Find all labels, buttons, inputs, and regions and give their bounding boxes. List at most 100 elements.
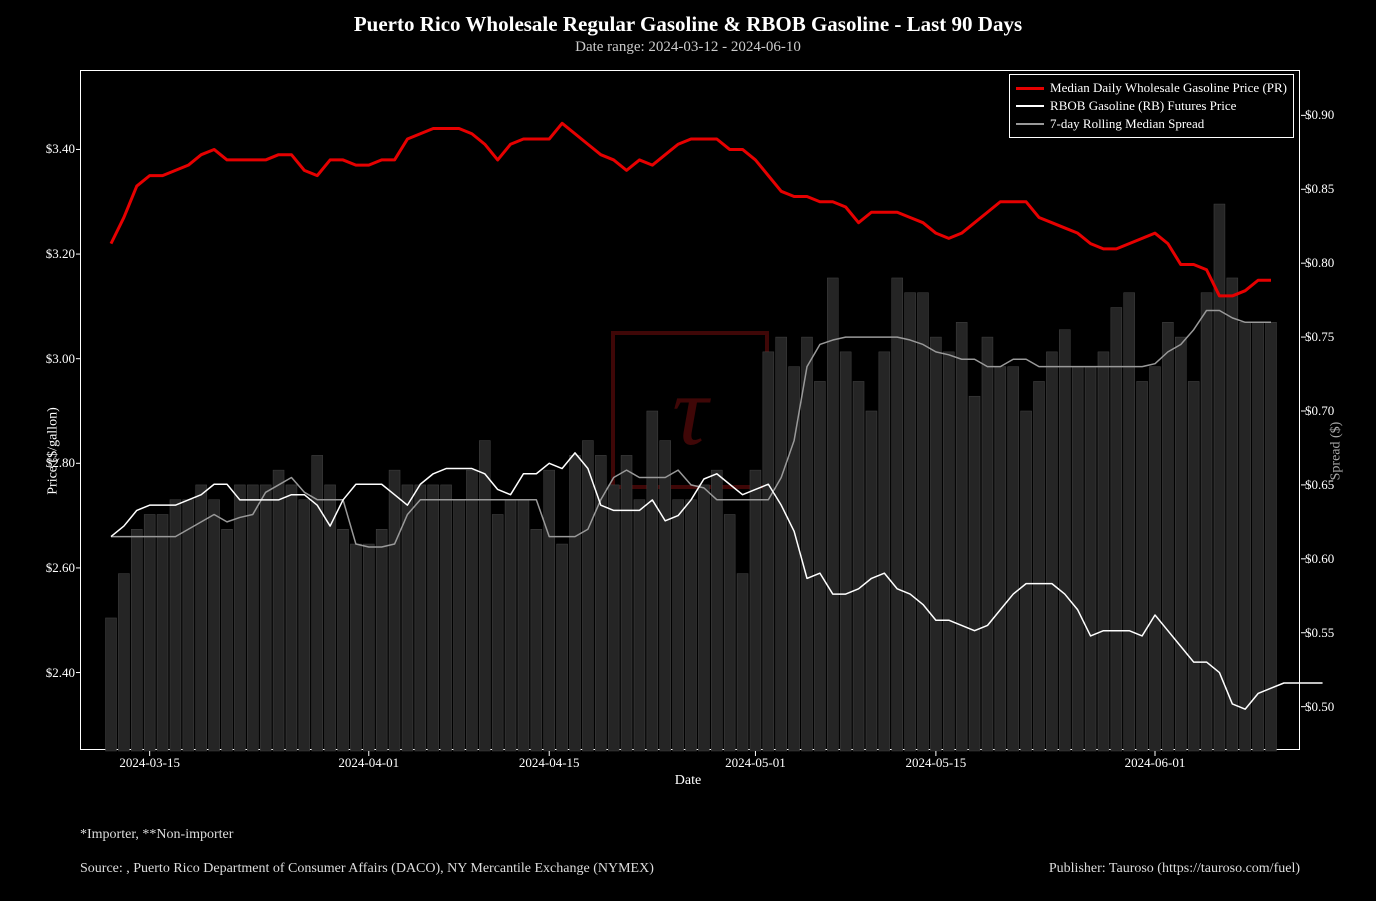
spread-bar	[905, 293, 916, 751]
spread-bar	[338, 529, 349, 751]
chart-title: Puerto Rico Wholesale Regular Gasoline &…	[0, 0, 1376, 37]
spread-bar	[673, 500, 684, 751]
legend-item: Median Daily Wholesale Gasoline Price (P…	[1016, 79, 1287, 97]
spread-bar	[698, 485, 709, 751]
spread-bar	[892, 278, 903, 751]
legend-swatch	[1016, 87, 1044, 90]
y-right-tick-label: $0.60	[1299, 551, 1334, 567]
spread-bar	[531, 529, 542, 751]
spread-bar	[1175, 337, 1186, 751]
spread-bar	[1162, 322, 1173, 751]
spread-bar	[441, 485, 452, 751]
spread-bar	[466, 470, 477, 751]
spread-bar	[389, 470, 400, 751]
spread-bar	[1021, 411, 1032, 751]
spread-bar	[273, 470, 284, 751]
spread-bar	[209, 500, 220, 751]
y-left-tick-label: $3.20	[46, 246, 81, 262]
spread-bar	[621, 455, 632, 751]
spread-bar	[1085, 367, 1096, 751]
y-left-tick-label: $2.60	[46, 560, 81, 576]
spread-bar	[1188, 381, 1199, 751]
spread-bar	[1240, 322, 1251, 751]
chart-subtitle: Date range: 2024-03-12 - 2024-06-10	[0, 39, 1376, 56]
spread-bar	[1034, 381, 1045, 751]
spread-bar	[1111, 308, 1122, 751]
spread-bar	[286, 485, 297, 751]
spread-bar	[827, 278, 838, 751]
spread-bar	[995, 367, 1006, 751]
spread-bar	[789, 367, 800, 751]
x-tick-label: 2024-04-15	[519, 749, 580, 771]
spread-bar	[1008, 367, 1019, 751]
spread-bar	[608, 485, 619, 751]
spread-bar	[582, 441, 593, 751]
spread-bar	[350, 544, 361, 751]
spread-bar	[853, 381, 864, 751]
spread-bar	[415, 485, 426, 751]
spread-bar	[544, 470, 555, 751]
y-right-tick-label: $0.50	[1299, 699, 1334, 715]
spread-bar	[918, 293, 929, 751]
spread-bar	[840, 352, 851, 751]
x-tick-label: 2024-05-15	[906, 749, 967, 771]
spread-bar	[518, 500, 529, 751]
chart-line	[111, 123, 1271, 296]
legend-label: Median Daily Wholesale Gasoline Price (P…	[1050, 80, 1287, 96]
footer-note: *Importer, **Non-importer	[80, 827, 233, 843]
legend-swatch	[1016, 123, 1044, 125]
spread-bar	[557, 544, 568, 751]
spread-bar	[479, 441, 490, 751]
chart-container: Puerto Rico Wholesale Regular Gasoline &…	[0, 0, 1376, 901]
x-tick-label: 2024-03-15	[119, 749, 180, 771]
spread-bar	[247, 485, 258, 751]
spread-bar	[570, 455, 581, 751]
spread-bar	[428, 485, 439, 751]
spread-bar	[1150, 367, 1161, 751]
plot-area: τ $2.40$2.60$2.80$3.00$3.20$3.40 $0.50$0…	[80, 70, 1300, 750]
spread-bar	[505, 500, 516, 751]
spread-bar	[183, 500, 194, 751]
spread-bar	[1253, 322, 1264, 751]
spread-bar	[737, 574, 748, 751]
spread-bar	[724, 514, 735, 751]
spread-bar	[711, 470, 722, 751]
plot-svg	[81, 71, 1299, 749]
spread-bar	[969, 396, 980, 751]
spread-bar	[1137, 381, 1148, 751]
spread-bar	[1059, 330, 1070, 751]
legend-swatch	[1016, 105, 1044, 107]
x-axis-label: Date	[675, 773, 701, 789]
y-left-tick-label: $3.00	[46, 351, 81, 367]
spread-bar	[943, 352, 954, 751]
legend-label: RBOB Gasoline (RB) Futures Price	[1050, 98, 1236, 114]
footer-source: Source: , Puerto Rico Department of Cons…	[80, 861, 654, 877]
spread-bar	[376, 529, 387, 751]
spread-bar	[814, 381, 825, 751]
footer-publisher: Publisher: Tauroso (https://tauroso.com/…	[1049, 861, 1300, 877]
spread-bar	[492, 514, 503, 751]
legend-label: 7-day Rolling Median Spread	[1050, 116, 1204, 132]
y-right-tick-label: $0.65	[1299, 477, 1334, 493]
spread-bar	[144, 514, 155, 751]
x-tick-label: 2024-06-01	[1125, 749, 1186, 771]
y-left-tick-label: $3.40	[46, 141, 81, 157]
spread-bar	[763, 352, 774, 751]
legend: Median Daily Wholesale Gasoline Price (P…	[1009, 74, 1294, 138]
spread-bar	[776, 337, 787, 751]
spread-bar	[363, 544, 374, 751]
spread-bar	[1072, 367, 1083, 751]
spread-bar	[956, 322, 967, 751]
spread-bar	[1227, 278, 1238, 751]
legend-item: 7-day Rolling Median Spread	[1016, 115, 1287, 133]
spread-bar	[1201, 293, 1212, 751]
spread-bar	[454, 500, 465, 751]
spread-bar	[106, 618, 117, 751]
spread-bar	[1124, 293, 1135, 751]
legend-item: RBOB Gasoline (RB) Futures Price	[1016, 97, 1287, 115]
spread-bar	[1098, 352, 1109, 751]
y-right-tick-label: $0.80	[1299, 255, 1334, 271]
spread-bar	[634, 500, 645, 751]
spread-bar	[879, 352, 890, 751]
spread-bar	[686, 500, 697, 751]
